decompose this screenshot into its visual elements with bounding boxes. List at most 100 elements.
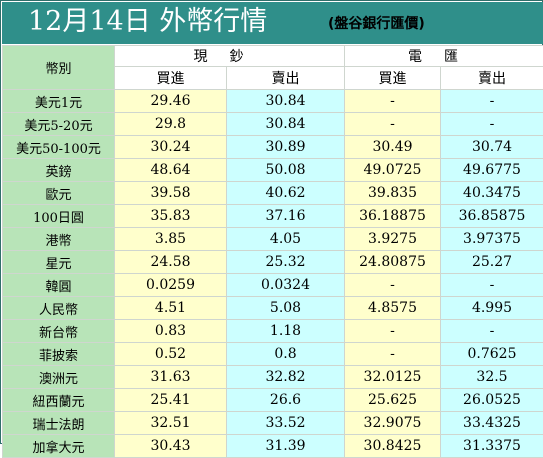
- currency-name: 瑞士法朗: [3, 412, 115, 435]
- transfer-buy-header: 買進: [345, 67, 441, 90]
- cash-buy-cell: 32.51: [115, 412, 227, 435]
- currency-name: 歐元: [3, 182, 115, 205]
- currency-name: 美元50-100元: [3, 136, 115, 159]
- cash-buy-cell: 3.85: [115, 228, 227, 251]
- cash-buy-cell: 4.51: [115, 297, 227, 320]
- cash-buy-cell: 0.83: [115, 320, 227, 343]
- table-header-row: 幣別 現鈔 電匯: [3, 46, 543, 67]
- cash-sell-header: 賣出: [227, 67, 345, 90]
- cash-sell-cell: 30.84: [227, 113, 345, 136]
- transfer-buy-cell: -: [345, 320, 441, 343]
- currency-name: 韓圓: [3, 274, 115, 297]
- transfer-buy-cell: 24.80875: [345, 251, 441, 274]
- cash-sell-cell: 0.0324: [227, 274, 345, 297]
- transfer-sell-cell: 40.3475: [441, 182, 543, 205]
- currency-name: 英鎊: [3, 159, 115, 182]
- currency-name: 菲披索: [3, 343, 115, 366]
- cash-sell-cell: 40.62: [227, 182, 345, 205]
- transfer-sell-cell: 30.74: [441, 136, 543, 159]
- cash-sell-cell: 26.6: [227, 389, 345, 412]
- transfer-sell-cell: -: [441, 320, 543, 343]
- cash-buy-header: 買進: [115, 67, 227, 90]
- bank-source-label: (盤谷銀行匯價): [328, 15, 425, 33]
- currency-name: 美元5-20元: [3, 113, 115, 136]
- cash-sell-cell: 37.16: [227, 205, 345, 228]
- currency-name: 港幣: [3, 228, 115, 251]
- transfer-buy-cell: 39.835: [345, 182, 441, 205]
- cash-group-header: 現鈔: [115, 46, 345, 67]
- transfer-sell-header: 賣出: [441, 67, 543, 90]
- currency-name: 加拿大元: [3, 435, 115, 458]
- transfer-buy-cell: 30.8425: [345, 435, 441, 458]
- cash-sell-cell: 1.18: [227, 320, 345, 343]
- transfer-buy-cell: -: [345, 274, 441, 297]
- transfer-sell-cell: 3.97375: [441, 228, 543, 251]
- currency-name: 新台幣: [3, 320, 115, 343]
- cash-buy-cell: 24.58: [115, 251, 227, 274]
- currency-name: 澳洲元: [3, 366, 115, 389]
- cash-buy-cell: 0.52: [115, 343, 227, 366]
- transfer-buy-cell: 4.8575: [345, 297, 441, 320]
- title-bar: 12月14日 外幣行情 (盤谷銀行匯價): [2, 2, 543, 44]
- cash-buy-cell: 0.0259: [115, 274, 227, 297]
- page-title: 12月14日 外幣行情: [28, 5, 267, 39]
- currency-name: 100日圓: [3, 205, 115, 228]
- cash-sell-cell: 30.84: [227, 90, 345, 113]
- transfer-buy-cell: 30.49: [345, 136, 441, 159]
- transfer-buy-cell: -: [345, 113, 441, 136]
- cash-buy-cell: 30.24: [115, 136, 227, 159]
- transfer-buy-cell: -: [345, 90, 441, 113]
- cash-buy-cell: 39.58: [115, 182, 227, 205]
- currency-name: 人民幣: [3, 297, 115, 320]
- transfer-sell-cell: 26.0525: [441, 389, 543, 412]
- cash-sell-cell: 30.89: [227, 136, 345, 159]
- currency-name: 美元1元: [3, 90, 115, 113]
- cash-buy-cell: 29.46: [115, 90, 227, 113]
- cash-buy-cell: 31.63: [115, 366, 227, 389]
- transfer-group-header: 電匯: [345, 46, 543, 67]
- transfer-buy-cell: 3.9275: [345, 228, 441, 251]
- currency-name: 紐西蘭元: [3, 389, 115, 412]
- transfer-sell-cell: -: [441, 90, 543, 113]
- currency-name: 星元: [3, 251, 115, 274]
- transfer-sell-cell: 25.27: [441, 251, 543, 274]
- cash-sell-cell: 25.32: [227, 251, 345, 274]
- transfer-sell-cell: 49.6775: [441, 159, 543, 182]
- cash-sell-cell: 5.08: [227, 297, 345, 320]
- cash-buy-cell: 29.8: [115, 113, 227, 136]
- transfer-buy-cell: 32.9075: [345, 412, 441, 435]
- cash-sell-cell: 0.8: [227, 343, 345, 366]
- rate-board: 12月14日 外幣行情 (盤谷銀行匯價) 幣別 現鈔 電匯 買進 賣出 買進 賣…: [0, 0, 543, 444]
- transfer-buy-cell: -: [345, 343, 441, 366]
- transfer-buy-cell: 36.18875: [345, 205, 441, 228]
- cash-sell-cell: 31.39: [227, 435, 345, 458]
- transfer-sell-cell: 36.85875: [441, 205, 543, 228]
- transfer-sell-cell: 32.5: [441, 366, 543, 389]
- cash-sell-cell: 50.08: [227, 159, 345, 182]
- transfer-buy-cell: 25.625: [345, 389, 441, 412]
- cash-sell-cell: 32.82: [227, 366, 345, 389]
- cash-sell-cell: 4.05: [227, 228, 345, 251]
- transfer-sell-cell: -: [441, 113, 543, 136]
- transfer-sell-cell: 0.7625: [441, 343, 543, 366]
- transfer-sell-cell: 31.3375: [441, 435, 543, 458]
- transfer-buy-cell: 32.0125: [345, 366, 441, 389]
- cash-buy-cell: 25.41: [115, 389, 227, 412]
